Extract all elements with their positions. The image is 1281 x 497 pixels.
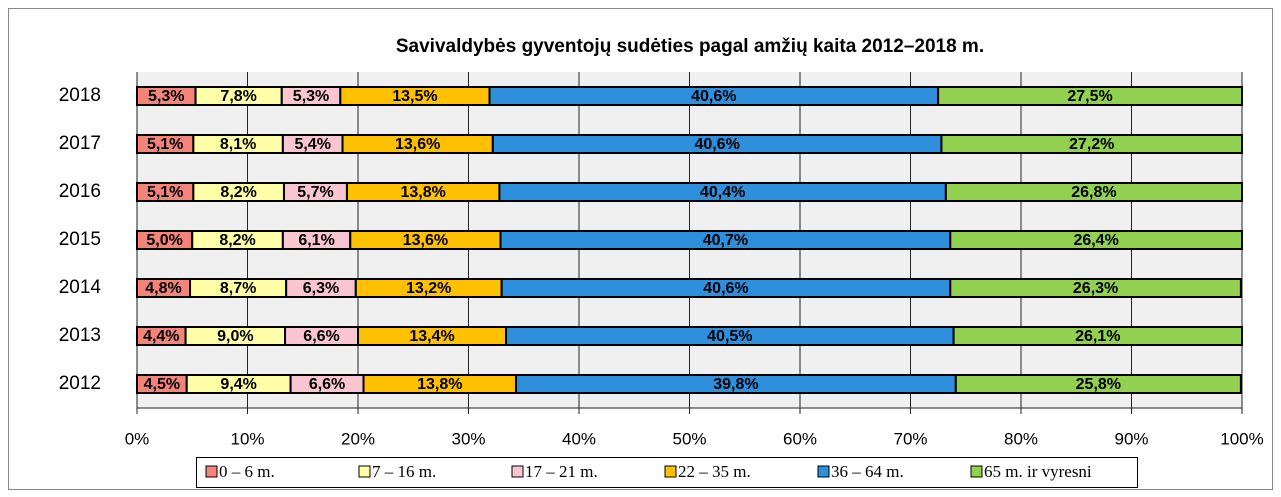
legend-label: 7 – 16 m. <box>372 462 436 481</box>
value-label: 13,6% <box>403 232 448 249</box>
bar-segment <box>949 230 1244 250</box>
bar-segment <box>944 182 1243 202</box>
value-label: 9,0% <box>217 328 253 345</box>
value-label: 13,8% <box>401 184 446 201</box>
legend-swatch <box>511 465 524 478</box>
value-label: 13,4% <box>409 328 454 345</box>
value-label: 39,8% <box>713 376 758 393</box>
value-label: 5,0% <box>146 232 182 249</box>
value-label: 8,7% <box>220 280 256 297</box>
legend-swatch <box>205 465 218 478</box>
value-label: 5,3% <box>293 88 329 105</box>
legend-label: 65 m. ir vyresni <box>984 462 1092 481</box>
legend-swatch <box>817 465 830 478</box>
bar-segment <box>940 134 1243 154</box>
value-label: 9,4% <box>220 376 256 393</box>
value-label: 27,5% <box>1067 88 1112 105</box>
x-tick-label: 10% <box>230 429 264 448</box>
value-label: 40,6% <box>694 136 739 153</box>
x-tick-label: 50% <box>672 429 706 448</box>
y-tick-label: 2014 <box>59 277 102 298</box>
chart-title: Savivaldybės gyventojų sudėties pagal am… <box>396 36 984 57</box>
value-label: 26,4% <box>1073 232 1118 249</box>
y-tick-label: 2013 <box>59 325 101 346</box>
value-label: 13,8% <box>417 376 462 393</box>
x-tick-label: 20% <box>341 429 375 448</box>
value-label: 40,7% <box>703 232 748 249</box>
bar-segment <box>952 326 1243 346</box>
value-label: 8,1% <box>220 136 256 153</box>
value-label: 7,8% <box>220 88 256 105</box>
value-label: 6,1% <box>298 232 334 249</box>
bar-segment <box>954 374 1242 394</box>
value-label: 8,2% <box>220 184 256 201</box>
x-tick-label: 40% <box>562 429 596 448</box>
x-tick-label: 90% <box>1114 429 1148 448</box>
value-label: 4,5% <box>144 376 180 393</box>
x-tick-label: 30% <box>451 429 485 448</box>
legend-label: 22 – 35 m. <box>678 462 751 481</box>
bar-segment <box>937 86 1243 106</box>
y-tick-label: 2012 <box>59 373 101 394</box>
value-label: 27,2% <box>1069 136 1114 153</box>
x-tick-label: 100% <box>1220 429 1263 448</box>
value-label: 40,5% <box>707 328 752 345</box>
legend-label: 0 – 6 m. <box>219 462 275 481</box>
value-label: 26,1% <box>1075 328 1120 345</box>
value-label: 5,7% <box>297 184 333 201</box>
value-label: 5,4% <box>294 136 330 153</box>
value-label: 26,3% <box>1073 280 1118 297</box>
x-tick-label: 0% <box>125 429 150 448</box>
legend-swatch <box>970 465 983 478</box>
value-label: 6,6% <box>303 328 339 345</box>
value-label: 6,6% <box>309 376 345 393</box>
bar-segment <box>949 278 1242 298</box>
value-label: 8,2% <box>219 232 255 249</box>
y-tick-label: 2017 <box>59 133 101 154</box>
y-tick-label: 2018 <box>59 85 101 106</box>
x-tick-label: 60% <box>783 429 817 448</box>
value-label: 5,3% <box>148 88 184 105</box>
x-tick-label: 70% <box>893 429 927 448</box>
x-tick-label: 80% <box>1004 429 1038 448</box>
y-tick-label: 2016 <box>59 181 101 202</box>
value-label: 6,3% <box>303 280 339 297</box>
legend-label: 36 – 64 m. <box>831 462 904 481</box>
value-label: 4,4% <box>143 328 179 345</box>
legend-swatch <box>664 465 677 478</box>
value-label: 5,1% <box>147 184 183 201</box>
value-label: 5,1% <box>147 136 183 153</box>
legend-label: 17 – 21 m. <box>525 462 598 481</box>
value-label: 4,8% <box>145 280 181 297</box>
value-label: 40,6% <box>703 280 748 297</box>
value-label: 13,5% <box>392 88 437 105</box>
legend-swatch <box>358 465 371 478</box>
value-label: 26,8% <box>1071 184 1116 201</box>
value-label: 13,6% <box>395 136 440 153</box>
value-label: 13,2% <box>406 280 451 297</box>
y-tick-label: 2015 <box>59 229 101 250</box>
value-label: 40,4% <box>700 184 745 201</box>
value-label: 40,6% <box>691 88 736 105</box>
value-label: 25,8% <box>1076 376 1121 393</box>
